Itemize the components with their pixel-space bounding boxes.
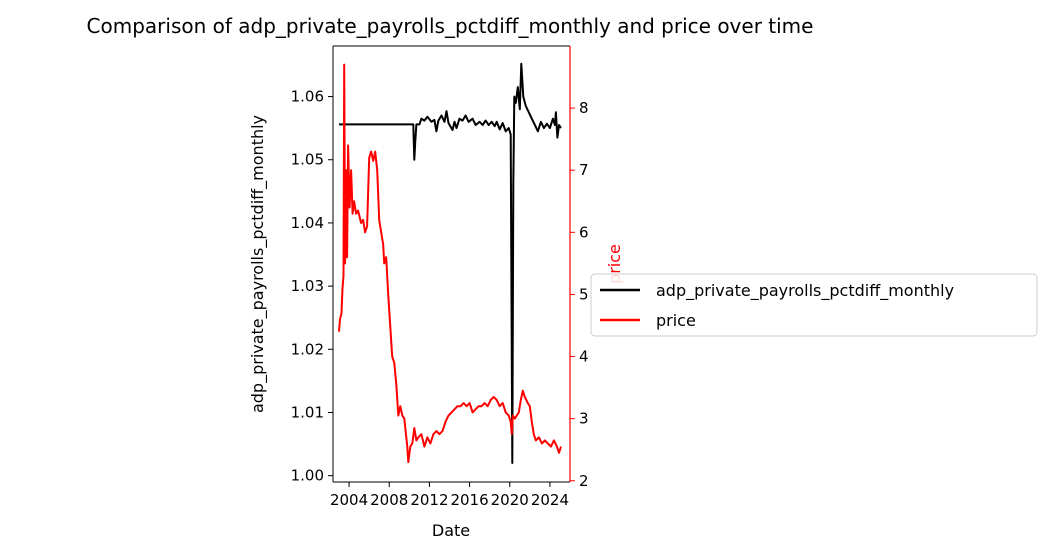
- legend-box: [590, 273, 1038, 337]
- right-y-tick-label: 3: [579, 410, 589, 428]
- x-tick-label: 2020: [491, 491, 529, 509]
- left-y-tick-label: 1.02: [291, 340, 324, 358]
- right-y-tick-label: 2: [579, 472, 589, 490]
- x-tick-label: 2004: [330, 491, 368, 509]
- left-y-axis-ticks: 1.00 1.01 1.02 1.03 1.04 1.05 1.06: [291, 88, 333, 485]
- right-y-tick-label: 6: [579, 223, 589, 241]
- right-y-tick-label: 5: [579, 285, 589, 303]
- x-tick-label: 2024: [531, 491, 569, 509]
- right-y-axis-ticks: 2 3 4 5 6 7 8: [570, 99, 589, 490]
- left-y-axis-label: adp_private_payrolls_pctdiff_monthly: [248, 115, 268, 413]
- legend-label-price: price: [656, 311, 696, 330]
- series-line-adp: [339, 62, 562, 464]
- left-y-tick-label: 1.00: [291, 467, 324, 485]
- legend: adp_private_payrolls_pctdiff_monthly pri…: [590, 273, 1038, 337]
- x-axis-label: Date: [432, 521, 470, 540]
- right-y-tick-label: 8: [579, 99, 589, 117]
- x-tick-label: 2016: [450, 491, 488, 509]
- right-y-tick-label: 4: [579, 348, 589, 366]
- x-tick-label: 2012: [410, 491, 448, 509]
- left-y-tick-label: 1.01: [291, 403, 324, 421]
- left-y-tick-label: 1.04: [291, 214, 324, 232]
- left-y-tick-label: 1.05: [291, 151, 324, 169]
- left-y-tick-label: 1.03: [291, 277, 324, 295]
- x-tick-label: 2008: [370, 491, 408, 509]
- x-axis-ticks: 2004 2008 2012 2016 2020 2024: [330, 482, 569, 509]
- legend-label-adp: adp_private_payrolls_pctdiff_monthly: [656, 281, 954, 301]
- series-layer: [338, 62, 562, 464]
- chart-title: Comparison of adp_private_payrolls_pctdi…: [87, 14, 814, 38]
- series-line-price: [338, 63, 562, 464]
- left-y-tick-label: 1.06: [291, 88, 324, 106]
- right-y-tick-label: 7: [579, 161, 589, 179]
